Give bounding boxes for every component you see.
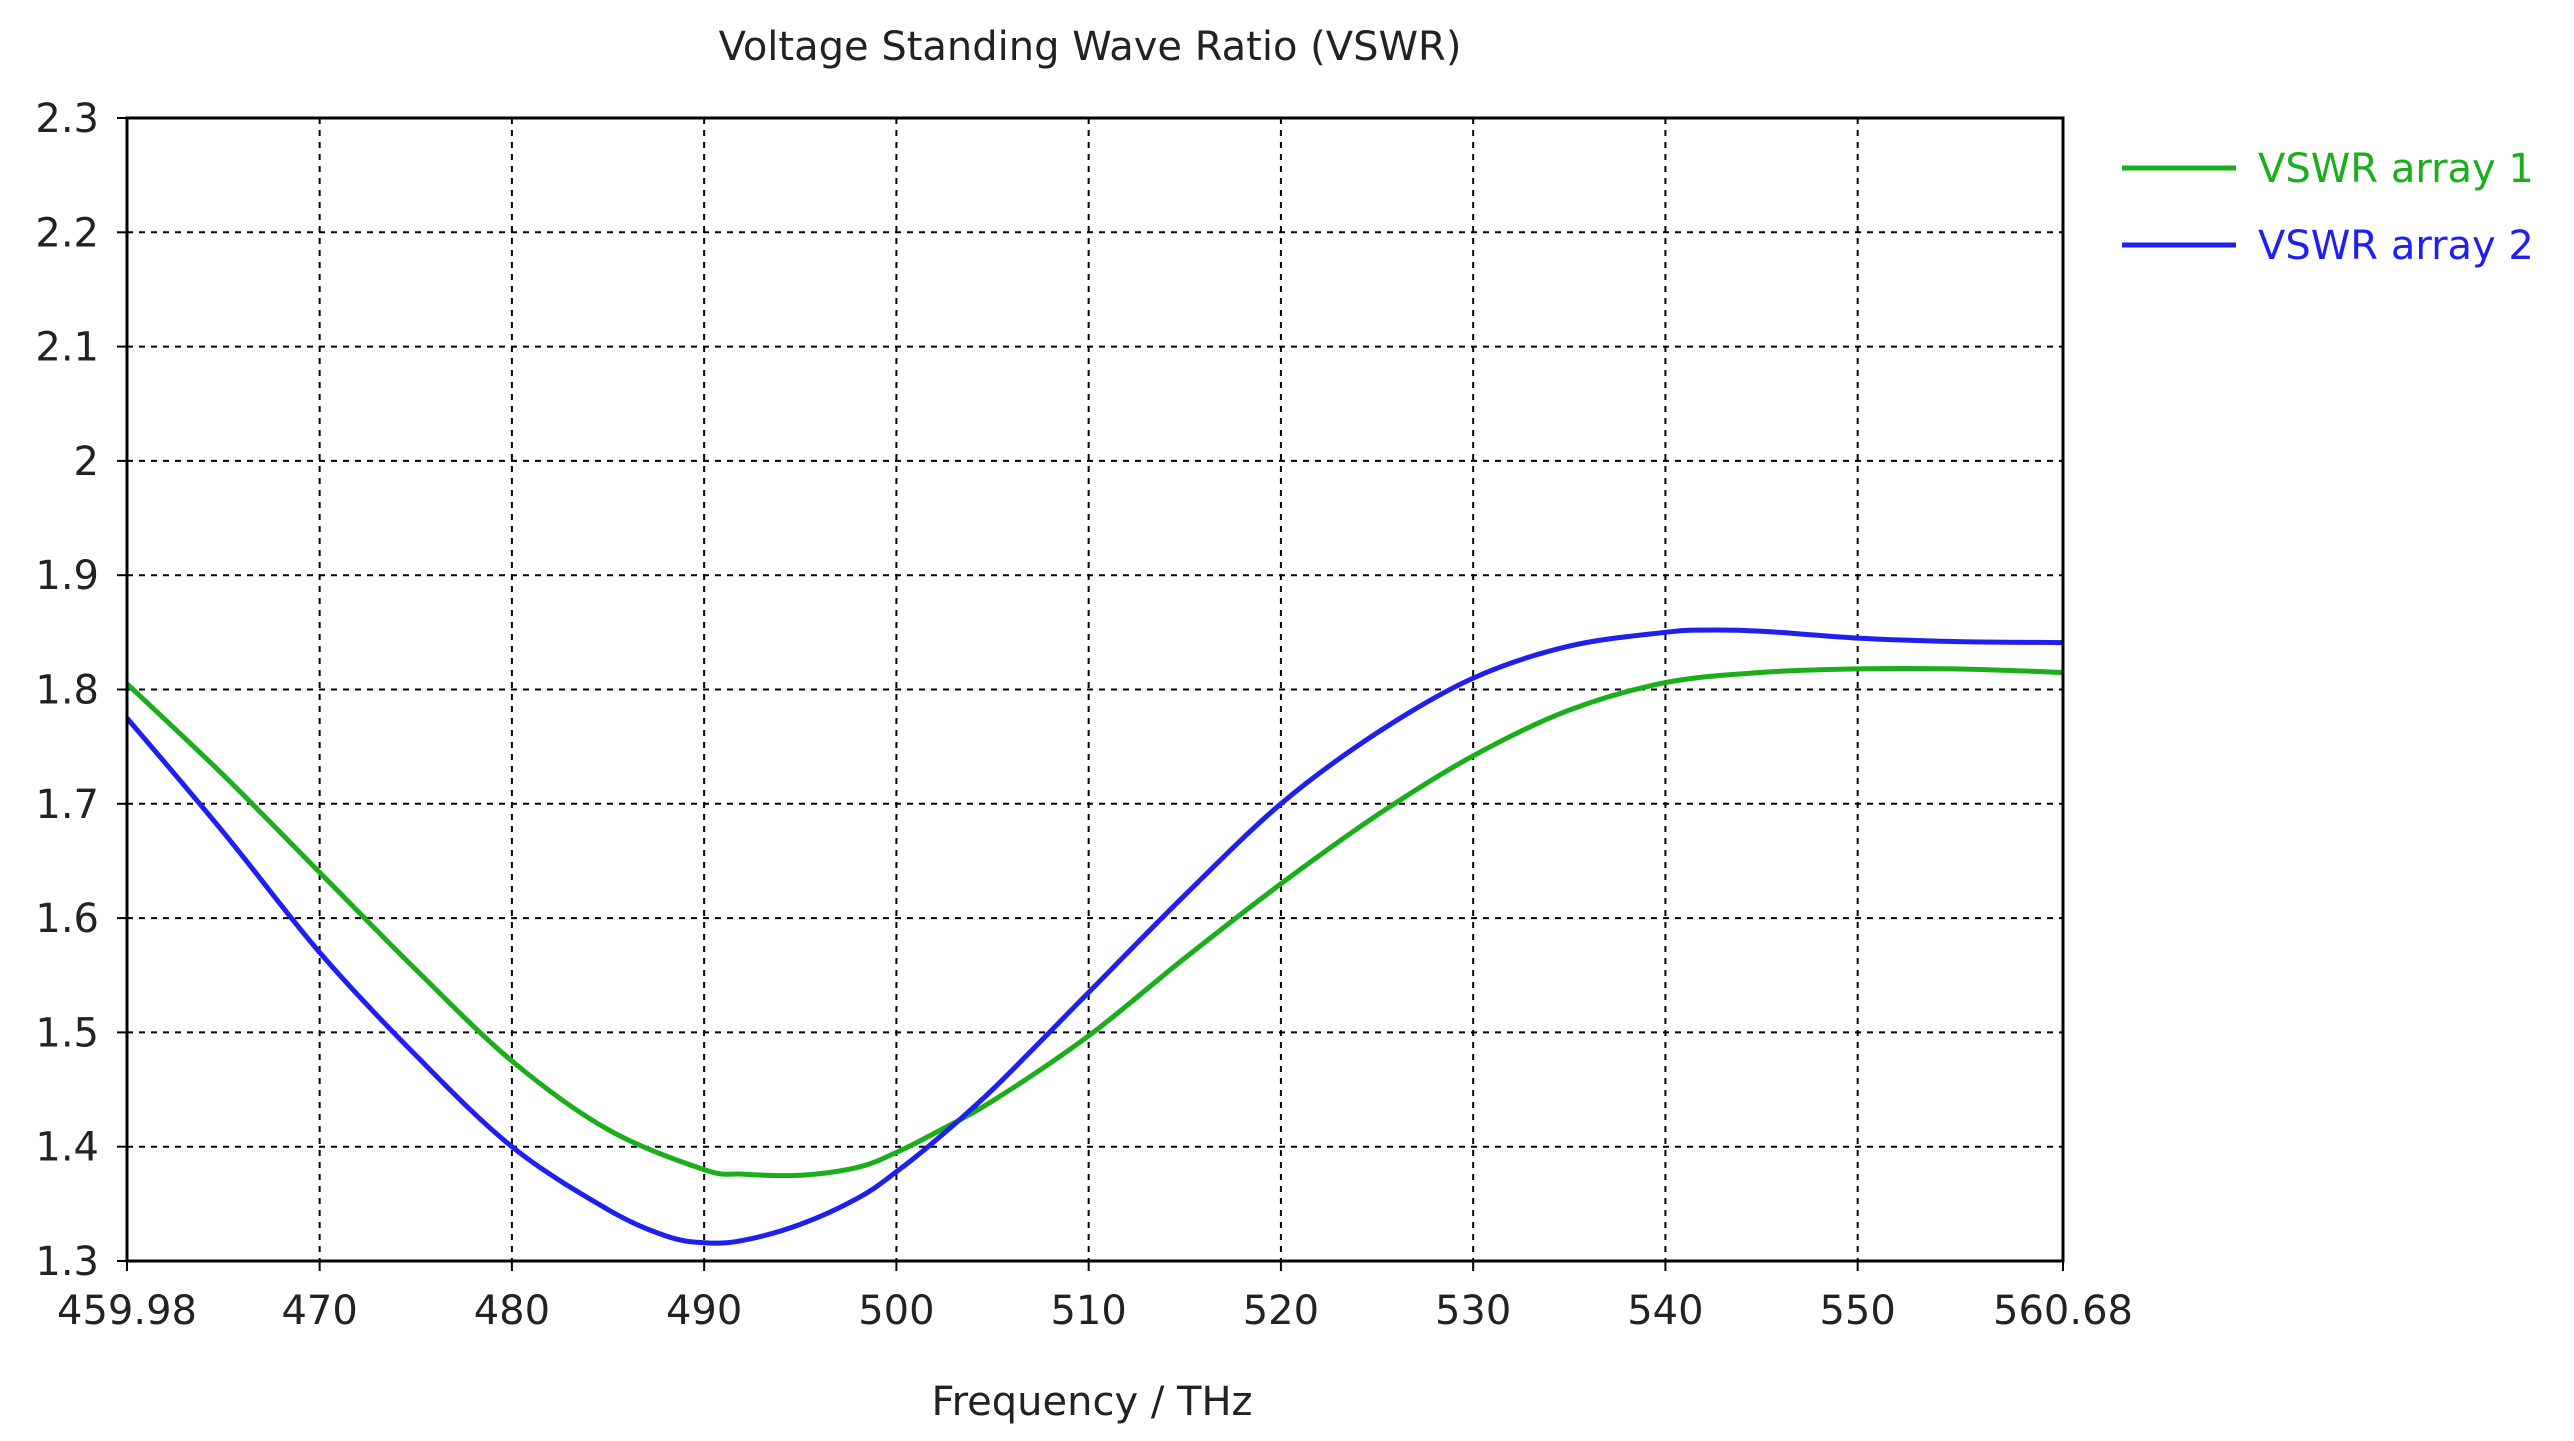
- x-axis-label: Frequency / THz: [931, 1379, 1252, 1425]
- y-tick-label: 2.3: [35, 96, 99, 142]
- x-tick-label: 550: [1819, 1288, 1895, 1334]
- x-tick-label: 540: [1627, 1288, 1703, 1334]
- y-tick-label: 1.6: [35, 896, 99, 942]
- y-tick-label: 1.9: [35, 553, 99, 599]
- series-line-1: [125, 666, 2064, 1179]
- series-line-2: [125, 627, 2064, 1246]
- x-tick-label: 480: [474, 1288, 550, 1334]
- legend: VSWR array 1 VSWR array 2: [2122, 146, 2534, 269]
- legend-label-1: VSWR array 1: [2258, 146, 2534, 192]
- chart-title: Voltage Standing Wave Ratio (VSWR): [719, 24, 1462, 70]
- y-tick-label: 2: [74, 439, 99, 485]
- legend-label-2: VSWR array 2: [2258, 223, 2534, 269]
- y-tick-label: 1.5: [35, 1010, 99, 1056]
- y-tick-label: 2.2: [35, 210, 99, 256]
- y-tick-label: 1.3: [35, 1239, 99, 1285]
- x-tick-label: 510: [1050, 1288, 1126, 1334]
- y-tick-label: 1.4: [35, 1125, 99, 1171]
- x-tick-label: 500: [858, 1288, 934, 1334]
- x-axis-ticks: 459.98 470 480 490 500 510 520 530 540 550 560.68: [57, 1261, 2133, 1334]
- x-tick-label: 459.98: [57, 1288, 197, 1334]
- grid: [127, 118, 2063, 1261]
- x-tick-label: 470: [281, 1288, 357, 1334]
- series-lines: [125, 627, 2064, 1246]
- y-tick-label: 1.8: [35, 668, 99, 714]
- y-axis-ticks: 1.3 1.4 1.5 1.6 1.7 1.8 1.9 2 2.1 2.2 2.3: [35, 96, 127, 1285]
- x-tick-label: 530: [1435, 1288, 1511, 1334]
- y-tick-label: 2.1: [35, 325, 99, 371]
- x-tick-label: 560.68: [1993, 1288, 2133, 1334]
- x-tick-label: 520: [1243, 1288, 1319, 1334]
- y-tick-label: 1.7: [35, 782, 99, 828]
- x-tick-label: 490: [666, 1288, 742, 1334]
